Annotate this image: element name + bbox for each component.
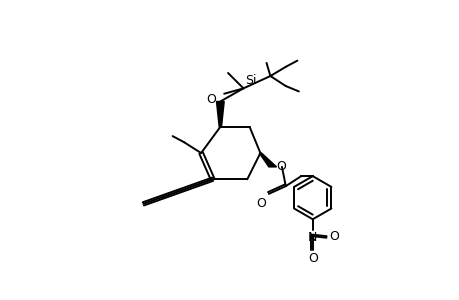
Text: N: N: [308, 231, 317, 244]
Text: O: O: [255, 197, 265, 210]
Polygon shape: [216, 101, 224, 127]
Polygon shape: [259, 153, 276, 167]
Text: O: O: [307, 252, 317, 266]
Text: O: O: [275, 160, 285, 172]
Text: O: O: [328, 230, 338, 243]
Text: Si: Si: [245, 74, 256, 87]
Text: O: O: [206, 93, 215, 106]
